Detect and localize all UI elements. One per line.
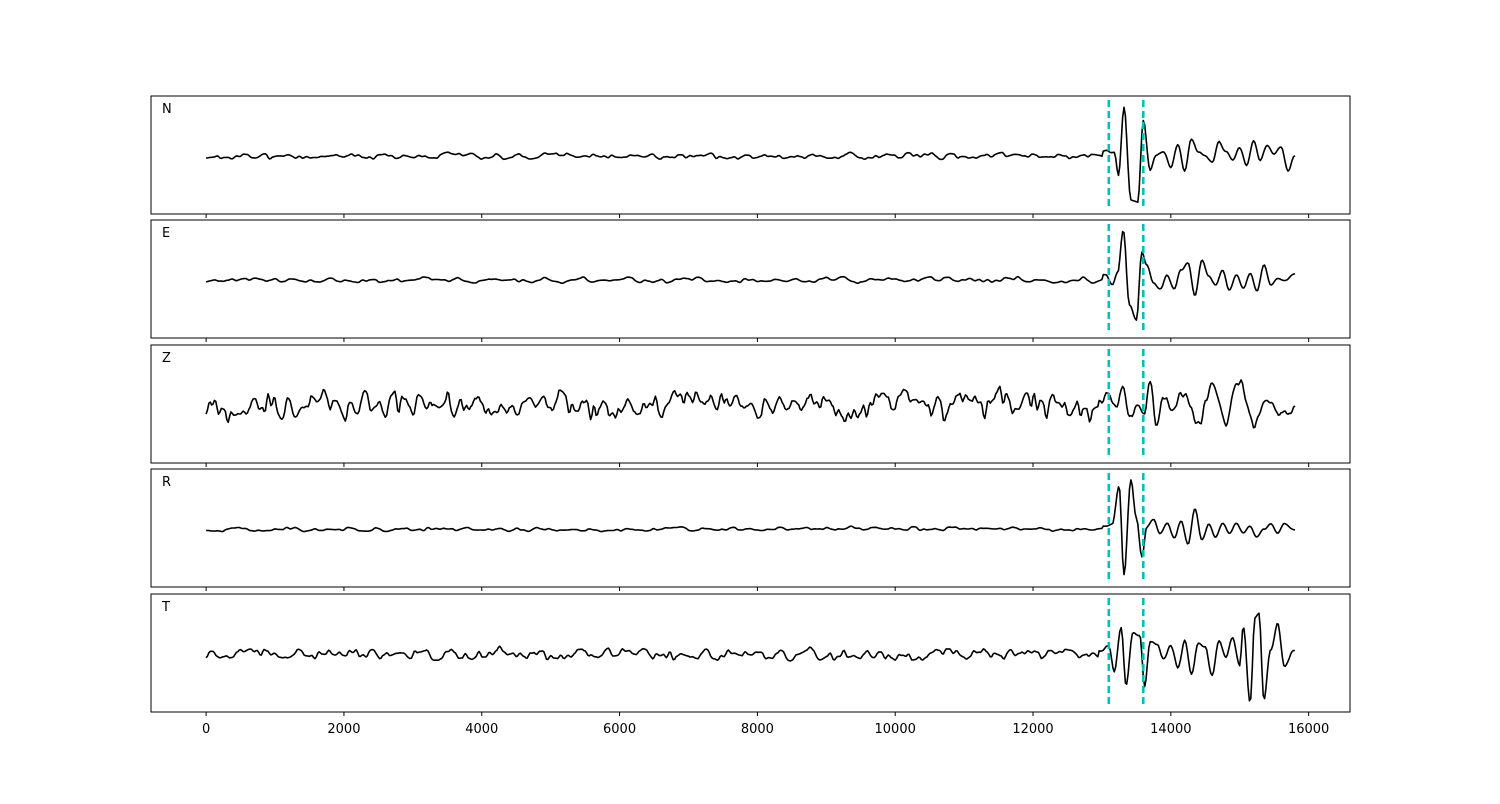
- panel-frame: [150, 468, 1351, 588]
- x-tick-label: 0: [202, 722, 210, 737]
- panel-label: E: [162, 226, 170, 241]
- x-tick-label: 8000: [741, 722, 774, 737]
- trace-line-e: [205, 230, 1296, 321]
- panel-r: R: [150, 468, 1351, 591]
- x-tick-label: 10000: [875, 722, 916, 737]
- panel-t: T: [150, 593, 1351, 716]
- trace-line-z: [205, 379, 1296, 429]
- panel-label: T: [161, 600, 170, 615]
- x-tick-label: 2000: [327, 722, 360, 737]
- x-tick-label: 16000: [1288, 722, 1329, 737]
- x-tick-label: 12000: [1012, 722, 1053, 737]
- x-tick-label: 6000: [603, 722, 636, 737]
- panel-frame: [150, 95, 1351, 215]
- panel-e: E: [150, 219, 1351, 342]
- panel-frame: [150, 219, 1351, 339]
- panel-label: N: [162, 102, 172, 117]
- trace-line-n: [205, 106, 1296, 204]
- trace-line-t: [205, 612, 1295, 702]
- x-axis: 0 2000 4000 6000 8000 10000 12000 14000 16000: [202, 722, 1329, 737]
- trace-line-r: [206, 479, 1296, 576]
- panel-n: N: [150, 95, 1351, 218]
- panel-frame: [150, 344, 1351, 464]
- panel-frame: [150, 593, 1351, 713]
- panels-layer: N E Z R T: [150, 95, 1351, 716]
- x-tick-label: 4000: [465, 722, 498, 737]
- panel-label: Z: [162, 351, 171, 366]
- x-tick-label: 14000: [1150, 722, 1191, 737]
- panel-label: R: [162, 475, 171, 490]
- panel-z: Z: [150, 344, 1351, 467]
